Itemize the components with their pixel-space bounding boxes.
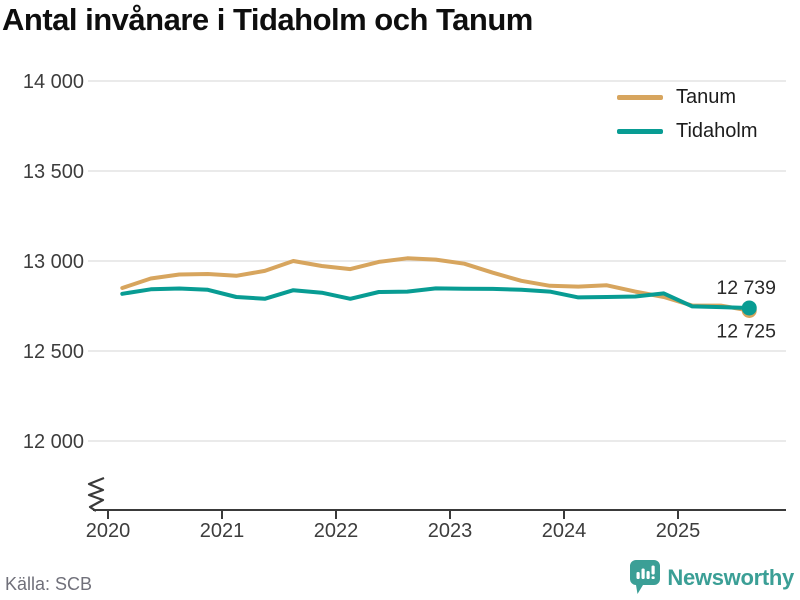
legend-swatch-tanum — [617, 94, 663, 100]
x-tick-label: 2025 — [656, 520, 701, 542]
x-tick-label: 2021 — [200, 520, 245, 542]
x-tick-label: 2020 — [86, 520, 131, 542]
source-text: Källa: SCB — [5, 574, 93, 594]
newsworthy-bubble-chart-icon — [630, 560, 661, 594]
end-dot-tidaholm — [741, 300, 757, 316]
y-tick-label: 14 000 — [23, 71, 84, 93]
legend-swatch-tidaholm — [617, 128, 663, 134]
x-tick-label: 2022 — [314, 520, 359, 542]
legend-label-tanum: Tanum — [676, 86, 737, 108]
y-tick-label: 13 000 — [23, 251, 84, 273]
newsworthy-logo: Newsworthy — [630, 560, 794, 595]
end-value-label-tanum: 12 725 — [716, 321, 776, 343]
legend-label-tidaholm: Tidaholm — [676, 120, 758, 142]
y-tick-label: 13 500 — [23, 161, 84, 183]
legend: Tanum Tidaholm — [617, 84, 758, 144]
y-tick-label: 12 500 — [23, 341, 84, 363]
chart-title: Antal invånare i Tidaholm och Tanum — [2, 2, 533, 37]
y-tick-label: 12 000 — [23, 431, 84, 453]
legend-item-tanum: Tanum — [617, 84, 758, 110]
line-tanum — [120, 256, 752, 313]
axis-break-icon — [87, 476, 105, 512]
x-tick-label: 2023 — [428, 520, 473, 542]
x-tick-label: 2024 — [542, 520, 587, 542]
brand-name: Newsworthy — [667, 564, 794, 590]
end-value-label-tidaholm: 12 739 — [716, 277, 776, 299]
legend-item-tidaholm: Tidaholm — [617, 118, 758, 144]
line-tidaholm — [120, 286, 752, 310]
